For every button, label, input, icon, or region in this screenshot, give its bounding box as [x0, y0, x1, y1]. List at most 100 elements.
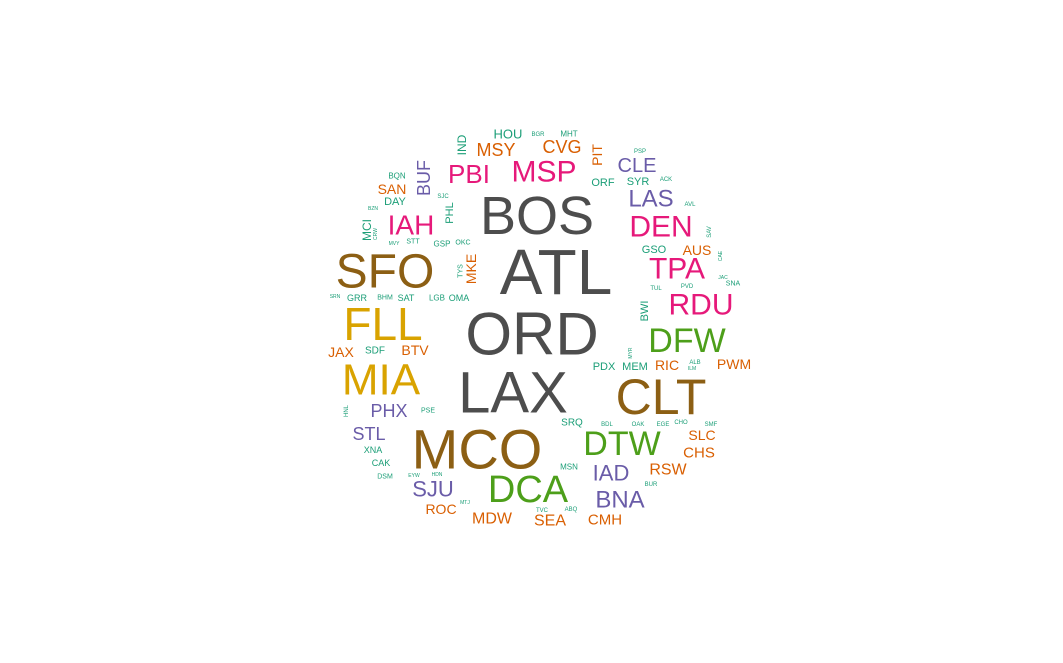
- word-dca: DCA: [488, 469, 569, 511]
- word-mke: MKE: [463, 254, 479, 284]
- word-jac: JAC: [718, 275, 728, 281]
- word-pit: PIT: [589, 144, 605, 166]
- word-bgr: BGR: [531, 132, 545, 138]
- word-aus: AUS: [683, 242, 712, 258]
- word-tpa: TPA: [649, 253, 705, 286]
- word-myr: MYR: [628, 347, 634, 359]
- word-phx: PHX: [370, 401, 407, 421]
- word-avl: AVL: [685, 202, 697, 208]
- word-bur: BUR: [645, 482, 658, 488]
- word-srn: SRN: [330, 294, 341, 300]
- word-lgb: LGB: [429, 294, 445, 303]
- word-mtj: MTJ: [460, 500, 470, 506]
- word-atl: ATL: [500, 236, 613, 308]
- word-psp: PSP: [634, 149, 646, 155]
- word-hou: HOU: [494, 127, 523, 142]
- word-syr: SYR: [627, 176, 650, 188]
- word-jax: JAX: [328, 344, 354, 360]
- word-bwi: BWI: [639, 301, 651, 322]
- word-clt: CLT: [616, 369, 707, 425]
- word-pse: PSE: [421, 408, 435, 415]
- word-msp: MSP: [511, 156, 576, 189]
- word-tul: TUL: [650, 286, 662, 292]
- word-pdx: PDX: [593, 361, 616, 373]
- word-tvc: TVC: [536, 508, 549, 514]
- word-mht: MHT: [560, 130, 577, 139]
- word-ord: ORD: [465, 301, 598, 368]
- word-msy: MSY: [476, 140, 515, 160]
- word-fll: FLL: [343, 298, 422, 350]
- word-srq: SRQ: [561, 418, 583, 429]
- word-roc: ROC: [425, 501, 456, 517]
- word-buf: BUF: [414, 160, 434, 196]
- word-orf: ORF: [591, 177, 615, 189]
- word-smf: SMF: [705, 422, 718, 428]
- word-ric: RIC: [655, 357, 679, 373]
- word-rsw: RSW: [649, 462, 687, 479]
- word-oak: OAK: [632, 422, 645, 428]
- word-mem: MEM: [622, 361, 648, 373]
- word-ege: EGE: [657, 422, 670, 428]
- word-cvg: CVG: [542, 137, 581, 157]
- word-stl: STL: [352, 424, 385, 444]
- word-tys: TYS: [458, 264, 465, 278]
- word-crw: CRW: [373, 228, 379, 240]
- word-sat: SAT: [398, 293, 415, 303]
- word-sdf: SDF: [365, 346, 385, 357]
- word-mco: MCO: [412, 418, 543, 481]
- word-ind: IND: [455, 134, 469, 155]
- word-sav: SAV: [707, 226, 713, 238]
- word-iad: IAD: [593, 461, 630, 486]
- word-alb: ALB: [689, 360, 700, 366]
- word-msn: MSN: [560, 463, 578, 472]
- word-cak: CAK: [372, 458, 391, 468]
- word-grr: GRR: [347, 293, 368, 303]
- word-mia: MIA: [342, 356, 421, 405]
- word-mdw: MDW: [472, 511, 513, 528]
- word-cho: CHO: [674, 420, 688, 426]
- word-hnl: HNL: [344, 404, 350, 417]
- word-bhm: BHM: [377, 295, 393, 302]
- word-bos: BOS: [480, 186, 594, 246]
- word-phl: PHL: [444, 202, 456, 223]
- word-mci: MCI: [360, 219, 374, 241]
- word-cle: CLE: [618, 155, 657, 177]
- word-bdl: BDL: [601, 422, 613, 428]
- word-bqn: BQN: [388, 172, 406, 181]
- word-abq: ABQ: [565, 507, 578, 513]
- word-bzn: BZN: [368, 206, 378, 212]
- word-cmh: CMH: [588, 512, 622, 529]
- word-pvd: PVD: [681, 284, 694, 290]
- word-pbi: PBI: [448, 159, 490, 189]
- word-cae: CAE: [718, 250, 724, 261]
- word-day: DAY: [384, 196, 406, 208]
- word-ilm: ILM: [688, 366, 696, 372]
- word-sna: SNA: [726, 281, 741, 288]
- word-mvy: MVY: [389, 241, 401, 247]
- word-eyw: EYW: [408, 473, 420, 479]
- word-san: SAN: [378, 181, 407, 197]
- word-hdn: HDN: [432, 472, 443, 478]
- word-xna: XNA: [364, 445, 383, 455]
- word-sea: SEA: [534, 513, 566, 530]
- word-btv: BTV: [401, 342, 429, 358]
- word-iah: IAH: [388, 210, 435, 241]
- word-chs: CHS: [683, 445, 715, 462]
- word-sjc: SJC: [437, 194, 449, 200]
- word-stt: STT: [406, 239, 420, 246]
- word-dfw: DFW: [648, 322, 725, 360]
- word-bna: BNA: [595, 487, 644, 514]
- word-lax: LAX: [458, 361, 568, 426]
- word-okc: OKC: [455, 240, 470, 247]
- word-pwm: PWM: [717, 356, 751, 372]
- word-gso: GSO: [642, 244, 667, 256]
- word-den: DEN: [629, 211, 692, 244]
- word-dtw: DTW: [583, 425, 660, 463]
- word-las: LAS: [628, 186, 673, 213]
- word-oma: OMA: [449, 293, 470, 303]
- word-rdu: RDU: [669, 289, 734, 322]
- word-sfo: SFO: [336, 246, 435, 299]
- word-ack: ACK: [660, 177, 672, 183]
- word-dsm: DSM: [377, 474, 393, 481]
